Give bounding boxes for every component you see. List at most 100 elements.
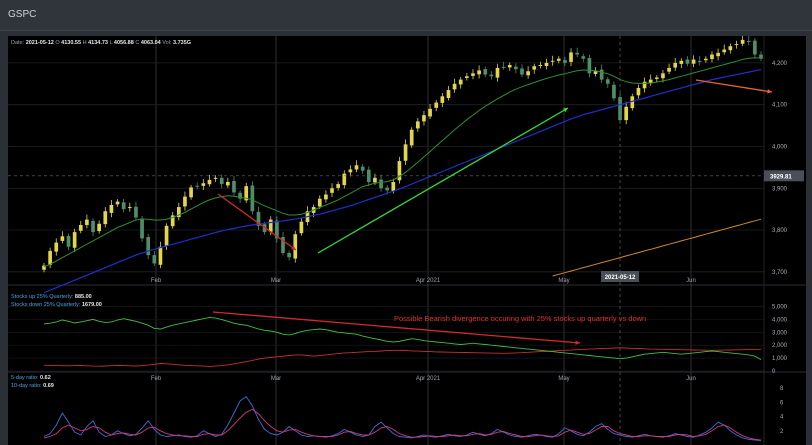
candle-body	[667, 67, 671, 72]
candle-body	[287, 253, 291, 258]
red-trend-arrow	[217, 193, 297, 251]
candle-body	[728, 46, 733, 51]
price-axis-tick: 4,100	[772, 103, 788, 109]
ohlc-readout: Date: 2021-05-12 O 4130.55 H 4134.73 L 4…	[11, 40, 191, 46]
x-axis-label-lower-3: May	[558, 376, 569, 382]
candle-body	[360, 166, 365, 171]
breadth-legend-down: Stocks down 25% Quarterly: 1679.00	[11, 302, 102, 308]
candle-body	[324, 194, 328, 200]
breadth-axis-tick: 0	[772, 369, 776, 375]
candle-body	[121, 202, 126, 210]
x-axis-label-lower-1: Mar	[271, 376, 281, 382]
candle-body	[409, 129, 414, 146]
price-axis-tick: 4,200	[772, 61, 788, 67]
candle-body	[293, 234, 298, 259]
candle-body	[746, 40, 751, 42]
candle-body	[648, 79, 653, 84]
chart-area[interactable]: Feb Feb Mar Mar Apr 2021 Apr 2021 May May Jun Jun…	[8, 36, 806, 445]
candle-body	[532, 66, 537, 70]
candle-body	[642, 81, 647, 89]
ratio5-line	[43, 395, 762, 442]
candle-body	[42, 265, 46, 270]
breadth-up-line	[43, 316, 762, 360]
candle-body	[563, 60, 567, 63]
candle-body	[759, 54, 763, 59]
crosshair-date-box	[601, 271, 640, 282]
candle-body	[275, 220, 279, 239]
ohlc-high-label: H	[82, 40, 87, 46]
candle-body	[219, 177, 224, 185]
candle-body	[85, 219, 89, 226]
candle-body	[250, 185, 255, 212]
sma-mid-line	[43, 69, 762, 294]
candle-body	[636, 87, 641, 96]
divergence-annotation: Possible Bearish divergence occuring wit…	[394, 314, 646, 323]
orange-trend-arrow	[695, 79, 773, 93]
candle-body	[575, 52, 579, 55]
candle-body	[734, 44, 739, 46]
candle-body	[213, 177, 218, 179]
candle-body	[704, 58, 708, 61]
breadth-down-value: 1679.00	[81, 302, 102, 308]
breadth-axis-tick: 3,000	[772, 330, 788, 336]
candle-body	[268, 219, 273, 232]
candle-body	[201, 183, 206, 186]
ohlc-open-value: 4130.55	[61, 40, 82, 46]
ratio-legend-10: 10-day ratio: 0.69	[11, 383, 54, 389]
ohlc-high-value: 4134.73	[88, 40, 108, 46]
candle-body	[605, 79, 610, 84]
ohlc-low-value: 4056.88	[113, 40, 134, 46]
candle-body	[679, 60, 684, 64]
candle-body	[544, 62, 549, 66]
candle-body	[538, 64, 543, 66]
x-axis-label-lower-4: Jun	[686, 376, 696, 382]
candle-body	[348, 169, 353, 173]
candle-body	[434, 102, 439, 108]
candle-body	[281, 237, 285, 254]
window-titlebar: GSPC	[0, 0, 812, 31]
price-axis-tick: 3,800	[772, 228, 788, 234]
divergence-arrow-head	[575, 340, 580, 345]
candle-body	[97, 223, 101, 232]
ohlc-date-value: 2021-05-12	[25, 40, 54, 46]
candle-body	[685, 59, 690, 64]
candle-body	[256, 211, 261, 226]
candle-body	[599, 69, 604, 80]
candle-body	[520, 68, 524, 75]
candle-body	[477, 70, 481, 75]
candle-body	[452, 83, 457, 90]
breadth-up-label: Stocks up 25% Quarterly:	[11, 294, 74, 300]
stock-chart-svg[interactable]: Feb Feb Mar Mar Apr 2021 Apr 2021 May May Jun Jun…	[8, 36, 806, 445]
price-axis-tick: 3,700	[772, 270, 788, 276]
candle-body	[176, 207, 181, 218]
green-trend-arrow-head	[563, 108, 568, 113]
candle-body	[195, 185, 200, 187]
candle-body	[569, 52, 573, 62]
x-axis-label-lower-2: Apr 2021	[416, 376, 441, 382]
ratio10-line	[43, 408, 762, 441]
current-price-box	[764, 170, 804, 182]
x-axis-label-2: Apr 2021	[416, 278, 441, 284]
candle-body	[342, 173, 347, 186]
candle-body	[495, 67, 500, 78]
candle-body	[673, 62, 678, 68]
breadth-down-line	[43, 347, 762, 367]
ratio-axis-tick: 8	[780, 386, 784, 392]
breadth-up-value: 885.00	[74, 294, 92, 300]
candle-body	[630, 96, 635, 109]
ohlc-close-label: C	[135, 40, 140, 46]
breadth-axis-tick: 4,000	[772, 317, 788, 323]
chart-grid: Feb Feb Mar Mar Apr 2021 Apr 2021 May May Jun Jun…	[8, 36, 806, 445]
candle-body	[317, 198, 322, 207]
ratio-axis-tick: 4	[780, 415, 784, 421]
candle-body	[391, 181, 396, 192]
candle-body	[299, 221, 304, 234]
candle-body	[226, 181, 230, 186]
candle-body	[183, 196, 187, 207]
candle-body	[471, 73, 475, 76]
ratio10-label: 10-day ratio:	[11, 383, 42, 389]
candle-body	[103, 211, 108, 225]
x-axis-label-0: Feb	[151, 278, 162, 284]
ratio5-value: 0.62	[40, 375, 51, 381]
price-axis-tick: 4,000	[772, 144, 788, 150]
